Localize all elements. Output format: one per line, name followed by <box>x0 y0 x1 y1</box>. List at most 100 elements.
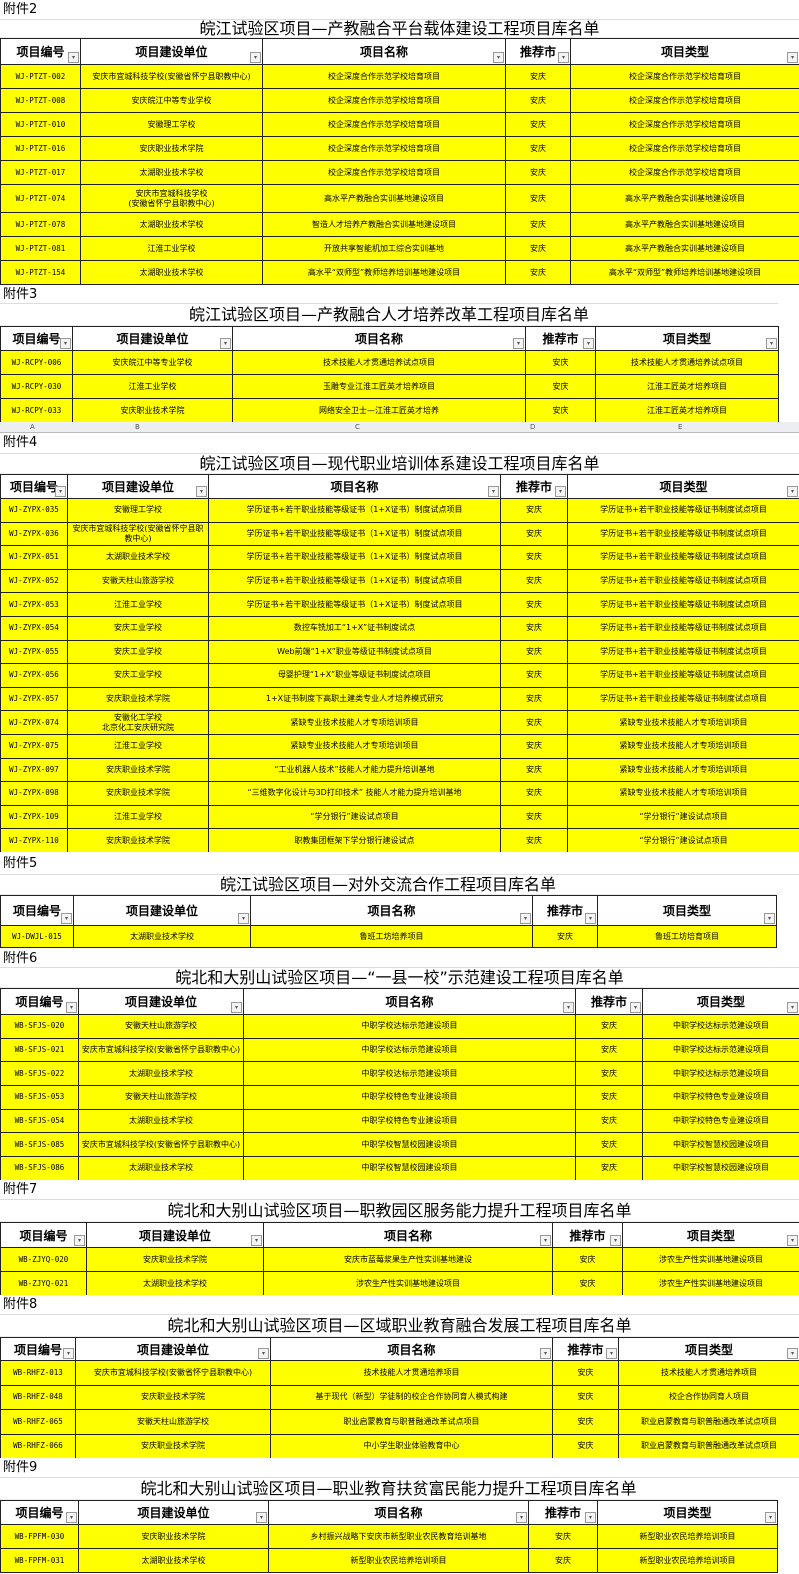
cell-project-type[interactable]: 职业启蒙教育与职普融通改革试点项目 <box>618 1433 799 1459</box>
cell-construction-unit[interactable]: 安庆市宜城科技学校(安徽省怀宁县职教中心) <box>80 64 263 89</box>
cell-project-type[interactable]: 学历证书+若干职业技能等级证书制度试点项目 <box>567 615 799 641</box>
cell-project-code[interactable]: WJ-ZYPX-097 <box>0 757 68 783</box>
cell-construction-unit[interactable]: 安徽天柱山旅游学校 <box>78 1085 244 1110</box>
cell-project-type[interactable]: 职业启蒙教育与职普融通改革试点项目 <box>618 1409 799 1435</box>
filter-dropdown-icon[interactable]: ▾ <box>63 1348 74 1359</box>
cell-project-type[interactable]: 鲁班工坊培育项目 <box>597 925 777 948</box>
cell-construction-unit[interactable]: 太湖职业技术学校 <box>78 1061 244 1087</box>
filter-dropdown-icon[interactable]: ▾ <box>558 52 569 63</box>
cell-project-type[interactable]: 校企深度合作示范学校培育项目 <box>570 112 799 137</box>
cell-project-type[interactable]: 新型职业农民培养培训项目 <box>597 1524 778 1549</box>
cell-project-type[interactable]: 技术技能人才贯通培养试点项目 <box>595 350 779 375</box>
filter-dropdown-icon[interactable]: ▾ <box>583 338 594 349</box>
cell-project-code[interactable]: WJ-ZYPX-057 <box>0 686 68 712</box>
cell-recommending-city[interactable]: 安庆 <box>500 710 568 735</box>
cell-construction-unit[interactable]: 安庆工业学校 <box>67 639 209 665</box>
cell-project-name[interactable]: 校企深度合作示范学校培育项目 <box>262 160 506 185</box>
cell-construction-unit[interactable]: 安庆市宜城科技学校(安徽省怀宁县职教中心) <box>67 521 209 547</box>
filter-dropdown-icon[interactable]: ▾ <box>787 486 798 497</box>
cell-project-type[interactable]: 学历证书+若干职业技能等级证书制度试点项目 <box>567 568 799 594</box>
cell-project-name[interactable]: “学分银行”建设试点项目 <box>208 804 501 830</box>
filter-dropdown-icon[interactable]: ▾ <box>66 1002 77 1013</box>
cell-project-code[interactable]: WJ-DWJL-015 <box>0 925 74 948</box>
cell-project-type[interactable]: 校企合作协同育人项目 <box>618 1384 799 1410</box>
cell-project-name[interactable]: 鲁班工坊培养项目 <box>250 925 533 948</box>
cell-project-name[interactable]: 乡村振兴战略下安庆市新型职业农民教育培训基地 <box>268 1524 529 1549</box>
cell-project-code[interactable]: WB-RHFZ-066 <box>0 1433 76 1459</box>
cell-project-code[interactable]: WB-RHFZ-065 <box>0 1409 76 1435</box>
filter-dropdown-icon[interactable]: ▾ <box>540 1348 551 1359</box>
cell-recommending-city[interactable]: 安庆 <box>505 260 571 285</box>
cell-project-name[interactable]: 校企深度合作示范学校培育项目 <box>262 136 506 161</box>
cell-construction-unit[interactable]: 安庆职业技术学院 <box>86 1247 264 1272</box>
cell-construction-unit[interactable]: 江淮工业学校 <box>67 733 209 759</box>
cell-recommending-city[interactable]: 安庆 <box>505 112 571 137</box>
cell-project-type[interactable]: 中职学校智慧校园建设项目 <box>642 1156 799 1181</box>
cell-construction-unit[interactable]: 安庆市宜城科技学校 (安徽省怀宁县职教中心) <box>80 184 263 213</box>
cell-recommending-city[interactable]: 安庆 <box>532 925 598 948</box>
column-letter[interactable]: D <box>530 423 536 431</box>
cell-recommending-city[interactable]: 安庆 <box>552 1384 619 1410</box>
cell-recommending-city[interactable]: 安庆 <box>500 568 568 594</box>
filter-dropdown-icon[interactable]: ▾ <box>520 913 531 924</box>
cell-project-code[interactable]: WB-SFJS-022 <box>0 1061 79 1087</box>
filter-dropdown-icon[interactable]: ▾ <box>787 1348 798 1359</box>
filter-dropdown-icon[interactable]: ▾ <box>585 1512 596 1523</box>
filter-dropdown-icon[interactable]: ▾ <box>513 338 524 349</box>
cell-recommending-city[interactable]: 安庆 <box>505 184 571 213</box>
cell-project-name[interactable]: 中职学校达标示范建设项目 <box>243 1061 576 1087</box>
filter-dropdown-icon[interactable]: ▾ <box>787 52 798 63</box>
filter-dropdown-icon[interactable]: ▾ <box>74 1235 85 1246</box>
cell-project-name[interactable]: Web前端“1+X”职业等级证书制度试点项目 <box>208 639 501 665</box>
filter-dropdown-icon[interactable]: ▾ <box>196 486 207 497</box>
filter-dropdown-icon[interactable]: ▾ <box>66 1512 77 1523</box>
cell-recommending-city[interactable]: 安庆 <box>575 1132 643 1158</box>
cell-project-code[interactable]: WB-FPFM-030 <box>0 1524 79 1549</box>
cell-construction-unit[interactable]: 安庆工业学校 <box>67 615 209 641</box>
cell-project-code[interactable]: WB-ZJYQ-021 <box>0 1271 87 1296</box>
cell-recommending-city[interactable]: 安庆 <box>500 592 568 617</box>
filter-dropdown-icon[interactable]: ▾ <box>238 913 249 924</box>
cell-construction-unit[interactable]: 安徽化工学校 北京化工安庆研究院 <box>67 710 209 735</box>
filter-dropdown-icon[interactable]: ▾ <box>258 1348 269 1359</box>
cell-recommending-city[interactable]: 安庆 <box>500 615 568 641</box>
cell-project-code[interactable]: WB-RHFZ-013 <box>0 1360 76 1386</box>
filter-dropdown-icon[interactable]: ▾ <box>630 1002 641 1013</box>
cell-recommending-city[interactable]: 安庆 <box>500 498 568 523</box>
cell-recommending-city[interactable]: 安庆 <box>575 1014 643 1039</box>
cell-construction-unit[interactable]: 安庆职业技术学院 <box>78 1524 269 1549</box>
cell-project-type[interactable]: 高水平产教融合实训基地建设项目 <box>570 236 799 261</box>
cell-project-name[interactable]: 智造人才培养产教融合实训基地建设项目 <box>262 212 506 237</box>
cell-project-type[interactable]: 学历证书+若干职业技能等级证书制度试点项目 <box>567 639 799 665</box>
cell-recommending-city[interactable]: 安庆 <box>500 804 568 830</box>
cell-construction-unit[interactable]: 安庆市宜城科技学校(安徽省怀宁县职教中心) <box>75 1360 271 1386</box>
cell-recommending-city[interactable]: 安庆 <box>575 1085 643 1110</box>
cell-project-code[interactable]: WJ-PTZT-002 <box>0 64 81 89</box>
cell-recommending-city[interactable]: 安庆 <box>552 1247 623 1272</box>
cell-construction-unit[interactable]: 安庆职业技术学院 <box>72 398 233 423</box>
cell-project-code[interactable]: WJ-PTZT-017 <box>0 160 81 185</box>
cell-project-code[interactable]: WJ-ZYPX-110 <box>0 828 68 853</box>
cell-project-name[interactable]: 学历证书+若干职业技能等级证书（1+X证书）制度试点项目 <box>208 568 501 594</box>
cell-project-code[interactable]: WJ-PTZT-081 <box>0 236 81 261</box>
cell-project-type[interactable]: 紧缺专业技术技能人才专项培训项目 <box>567 757 799 783</box>
cell-project-name[interactable]: 中职学校智慧校园建设项目 <box>243 1132 576 1158</box>
cell-project-code[interactable]: WJ-PTZT-078 <box>0 212 81 237</box>
cell-project-name[interactable]: 中小学生职业体验教育中心 <box>270 1433 553 1459</box>
cell-project-type[interactable]: 涉农生产性实训基地建设项目 <box>622 1271 799 1296</box>
cell-construction-unit[interactable]: 安庆职业技术学院 <box>67 757 209 783</box>
filter-dropdown-icon[interactable]: ▾ <box>563 1002 574 1013</box>
cell-construction-unit[interactable]: 安庆工业学校 <box>67 663 209 688</box>
filter-dropdown-icon[interactable]: ▾ <box>585 913 596 924</box>
cell-project-name[interactable]: 校企深度合作示范学校培育项目 <box>262 64 506 89</box>
cell-project-name[interactable]: 职教集团框架下学分银行建设试点 <box>208 828 501 853</box>
filter-dropdown-icon[interactable]: ▾ <box>765 1512 776 1523</box>
cell-project-type[interactable]: 技术技能人才贯通培养项目 <box>618 1360 799 1386</box>
cell-construction-unit[interactable]: 安徽理工学校 <box>80 112 263 137</box>
cell-construction-unit[interactable]: 太湖职业技术学校 <box>78 1156 244 1181</box>
filter-dropdown-icon[interactable]: ▾ <box>55 486 66 497</box>
cell-project-name[interactable]: 技术技能人才贯通培养项目 <box>270 1360 553 1386</box>
cell-recommending-city[interactable]: 安庆 <box>505 236 571 261</box>
cell-construction-unit[interactable]: 安庆市宜城科技学校(安徽省怀宁县职教中心) <box>78 1132 244 1158</box>
cell-project-name[interactable]: 学历证书+若干职业技能等级证书（1+X证书）制度试点项目 <box>208 592 501 617</box>
